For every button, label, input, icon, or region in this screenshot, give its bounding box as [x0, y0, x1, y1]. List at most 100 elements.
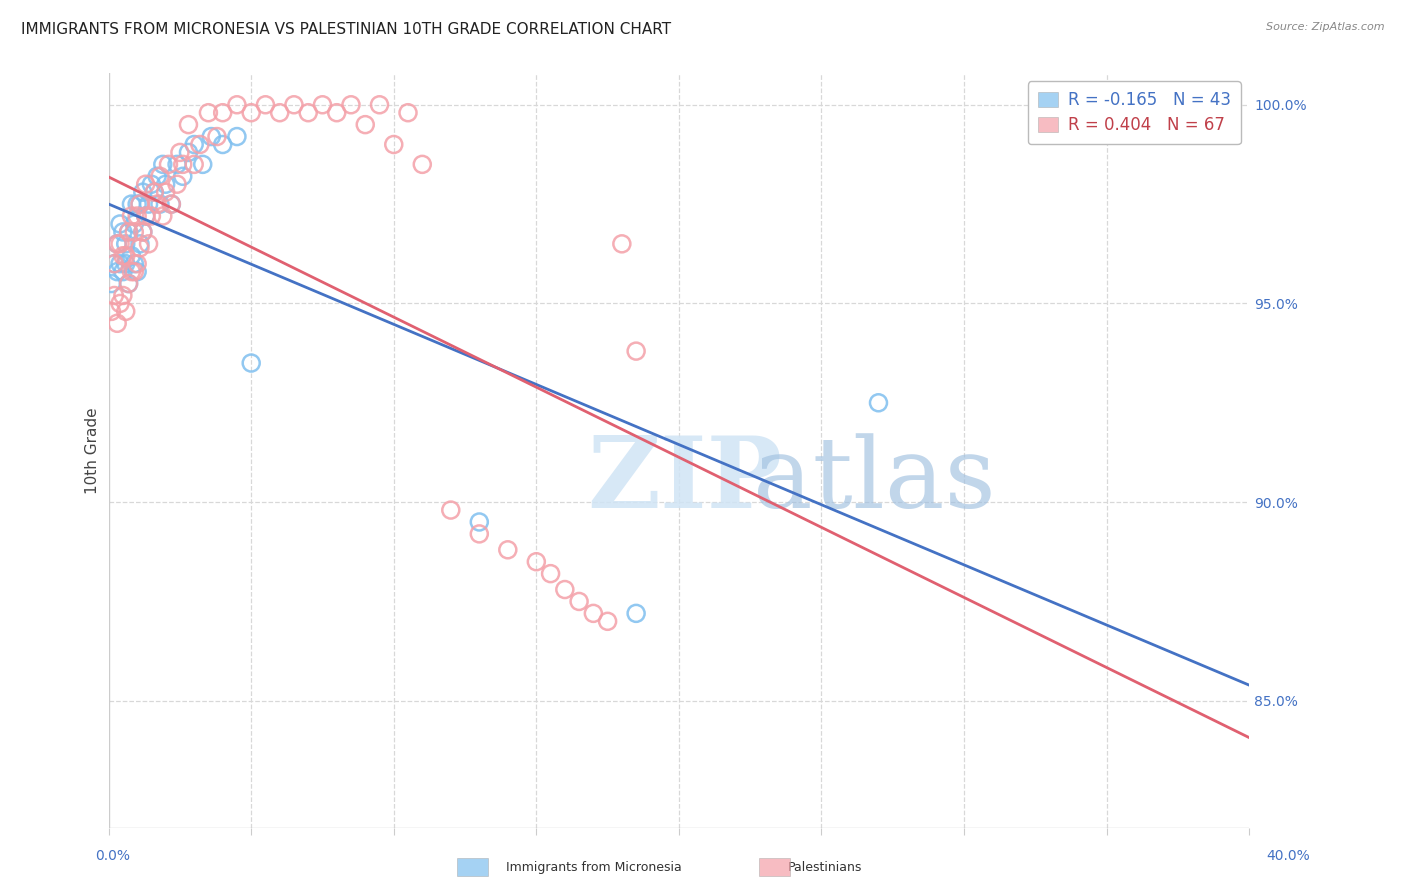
Point [132, 225, 155, 239]
Point [152, 157, 174, 171]
Point [114, 236, 136, 251]
Point [191, 157, 214, 171]
Text: IMMIGRANTS FROM MICRONESIA VS PALESTINIAN 10TH GRADE CORRELATION CHART: IMMIGRANTS FROM MICRONESIA VS PALESTINIA… [21, 22, 671, 37]
Point [155, 185, 177, 199]
Point [496, 542, 519, 557]
Point [138, 197, 160, 211]
Point [254, 97, 277, 112]
Point [152, 209, 174, 223]
Point [188, 137, 211, 152]
Point [108, 257, 131, 271]
Point [540, 566, 562, 581]
Point [120, 209, 142, 223]
Point [117, 225, 139, 239]
Point [468, 515, 491, 529]
Point [340, 97, 363, 112]
Point [132, 185, 155, 199]
Point [103, 288, 125, 302]
Point [440, 503, 463, 517]
Point [211, 137, 233, 152]
Point [111, 288, 134, 302]
Point [108, 236, 131, 251]
Point [326, 105, 349, 120]
Point [226, 129, 249, 144]
Point [211, 105, 233, 120]
Point [169, 145, 191, 160]
Point [114, 257, 136, 271]
Point [149, 169, 172, 184]
Point [100, 304, 122, 318]
Point [143, 185, 166, 199]
Point [135, 178, 157, 192]
Point [197, 105, 219, 120]
Point [155, 178, 177, 192]
Point [117, 225, 139, 239]
Point [124, 257, 146, 271]
Legend: R = -0.165   N = 43, R = 0.404   N = 67: R = -0.165 N = 43, R = 0.404 N = 67 [1028, 81, 1241, 144]
Point [111, 249, 134, 263]
Point [138, 236, 160, 251]
Text: Source: ZipAtlas.com: Source: ZipAtlas.com [1267, 22, 1385, 32]
Point [108, 217, 131, 231]
Point [129, 241, 152, 255]
Point [105, 316, 128, 330]
Text: atlas: atlas [754, 433, 995, 529]
Point [226, 97, 249, 112]
Point [105, 236, 128, 251]
Point [311, 97, 333, 112]
Point [382, 137, 405, 152]
Point [135, 209, 157, 223]
Point [141, 209, 163, 223]
Text: 0.0%: 0.0% [96, 849, 131, 863]
Text: Palestinians: Palestinians [787, 861, 862, 873]
Point [582, 607, 605, 621]
Point [157, 157, 180, 171]
Point [114, 304, 136, 318]
Point [120, 249, 142, 263]
Point [396, 105, 419, 120]
Point [610, 236, 633, 251]
Point [103, 257, 125, 271]
Point [868, 396, 890, 410]
Point [129, 236, 152, 251]
Point [269, 105, 291, 120]
Point [127, 209, 149, 223]
Text: Immigrants from Micronesia: Immigrants from Micronesia [506, 861, 682, 873]
Point [103, 257, 125, 271]
Point [183, 137, 205, 152]
Point [524, 555, 547, 569]
Point [624, 344, 647, 359]
Point [183, 157, 205, 171]
Point [172, 169, 194, 184]
Point [177, 118, 200, 132]
Point [127, 197, 149, 211]
Point [166, 157, 188, 171]
Point [172, 157, 194, 171]
Point [146, 197, 169, 211]
Point [124, 225, 146, 239]
Point [468, 527, 491, 541]
Point [554, 582, 576, 597]
Point [127, 257, 149, 271]
Point [160, 197, 183, 211]
Point [143, 185, 166, 199]
Point [205, 129, 228, 144]
Point [411, 157, 433, 171]
Point [596, 615, 619, 629]
Point [177, 145, 200, 160]
Point [160, 197, 183, 211]
Point [111, 225, 134, 239]
Point [108, 296, 131, 310]
Point [297, 105, 319, 120]
Y-axis label: 10th Grade: 10th Grade [86, 407, 100, 494]
Point [354, 118, 377, 132]
Point [624, 607, 647, 621]
Point [105, 265, 128, 279]
Point [120, 197, 142, 211]
Point [132, 225, 155, 239]
Point [141, 178, 163, 192]
Point [166, 178, 188, 192]
Point [124, 217, 146, 231]
Point [117, 277, 139, 291]
Point [124, 265, 146, 279]
